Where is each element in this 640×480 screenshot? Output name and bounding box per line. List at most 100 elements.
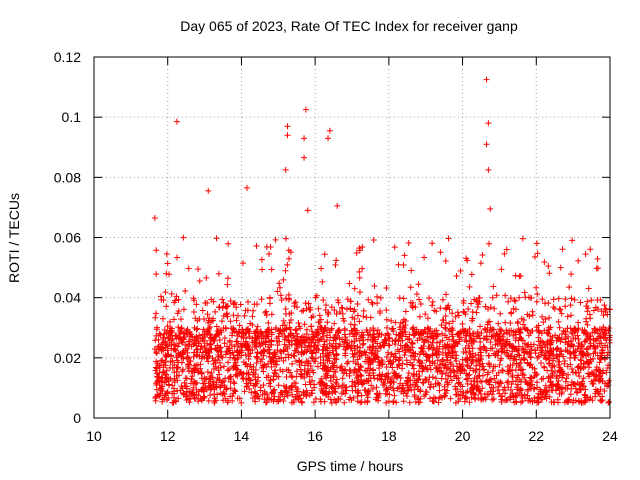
data-point bbox=[268, 311, 275, 318]
data-point bbox=[474, 383, 481, 390]
data-point bbox=[172, 398, 179, 405]
data-point bbox=[487, 388, 494, 395]
data-point bbox=[606, 325, 613, 332]
data-point bbox=[544, 329, 551, 336]
data-point bbox=[262, 399, 269, 406]
data-point bbox=[204, 311, 211, 318]
data-point bbox=[307, 363, 314, 370]
data-point bbox=[385, 349, 392, 356]
data-point bbox=[471, 382, 478, 389]
data-point bbox=[453, 340, 460, 347]
data-point bbox=[331, 388, 338, 395]
data-point bbox=[512, 272, 519, 279]
data-point bbox=[486, 363, 493, 370]
data-point bbox=[158, 296, 165, 303]
data-point bbox=[595, 390, 602, 397]
data-point bbox=[507, 393, 514, 400]
data-point bbox=[408, 267, 415, 274]
data-point bbox=[234, 395, 241, 402]
data-point bbox=[515, 361, 522, 368]
data-point bbox=[569, 399, 576, 406]
data-point bbox=[445, 235, 452, 242]
data-point bbox=[213, 379, 220, 386]
data-point bbox=[362, 367, 369, 374]
data-point bbox=[298, 398, 305, 405]
data-point bbox=[382, 376, 389, 383]
y-tick-label: 0.02 bbox=[54, 350, 81, 366]
data-point bbox=[558, 310, 565, 317]
data-point bbox=[185, 354, 192, 361]
data-point bbox=[495, 320, 502, 327]
data-point bbox=[341, 318, 348, 325]
data-point bbox=[579, 380, 586, 387]
data-point bbox=[558, 336, 565, 343]
data-point bbox=[550, 357, 557, 364]
data-point bbox=[401, 252, 408, 259]
data-point bbox=[314, 363, 321, 370]
data-point bbox=[585, 285, 592, 292]
data-point bbox=[521, 324, 528, 331]
data-point bbox=[301, 321, 308, 328]
data-point bbox=[283, 389, 290, 396]
data-point bbox=[461, 398, 468, 405]
data-point bbox=[216, 371, 223, 378]
data-point bbox=[549, 334, 556, 341]
data-point bbox=[482, 303, 489, 310]
data-point bbox=[321, 341, 328, 348]
data-point bbox=[529, 381, 536, 388]
data-point bbox=[442, 312, 449, 319]
data-point bbox=[508, 310, 515, 317]
data-point bbox=[392, 319, 399, 326]
data-point bbox=[278, 296, 285, 303]
data-point bbox=[308, 314, 315, 321]
data-point bbox=[372, 356, 379, 363]
data-point bbox=[546, 394, 553, 401]
data-point bbox=[254, 349, 261, 356]
data-point bbox=[427, 334, 434, 341]
data-point bbox=[433, 339, 440, 346]
data-point bbox=[310, 336, 317, 343]
data-point bbox=[406, 399, 413, 406]
data-point bbox=[485, 120, 492, 127]
data-point bbox=[419, 330, 426, 337]
data-point bbox=[196, 316, 203, 323]
data-point bbox=[409, 299, 416, 306]
data-point bbox=[307, 348, 314, 355]
data-point bbox=[424, 315, 431, 322]
data-point bbox=[220, 397, 227, 404]
data-point bbox=[369, 300, 376, 307]
data-point bbox=[181, 379, 188, 386]
data-point bbox=[188, 391, 195, 398]
data-point bbox=[410, 326, 417, 333]
data-point bbox=[357, 399, 364, 406]
data-point bbox=[170, 346, 177, 353]
data-point bbox=[368, 299, 375, 306]
data-point bbox=[347, 394, 354, 401]
data-point bbox=[262, 341, 269, 348]
data-point bbox=[336, 309, 343, 316]
data-point bbox=[360, 307, 367, 314]
data-point bbox=[293, 388, 300, 395]
data-point bbox=[327, 396, 334, 403]
data-point bbox=[249, 313, 256, 320]
data-point bbox=[230, 364, 237, 371]
data-point bbox=[194, 325, 201, 332]
data-point bbox=[354, 300, 361, 307]
data-point bbox=[162, 344, 169, 351]
data-point bbox=[524, 311, 531, 318]
data-point bbox=[195, 367, 202, 374]
data-point bbox=[461, 367, 468, 374]
data-point bbox=[370, 331, 377, 338]
data-point bbox=[396, 335, 403, 342]
data-point bbox=[266, 380, 273, 387]
data-point bbox=[192, 395, 199, 402]
data-point bbox=[182, 375, 189, 382]
data-point bbox=[335, 383, 342, 390]
data-point bbox=[402, 317, 409, 324]
data-point bbox=[594, 255, 601, 262]
data-point bbox=[395, 361, 402, 368]
data-point bbox=[591, 345, 598, 352]
data-point bbox=[543, 387, 550, 394]
data-point bbox=[401, 325, 408, 332]
data-point bbox=[360, 313, 367, 320]
